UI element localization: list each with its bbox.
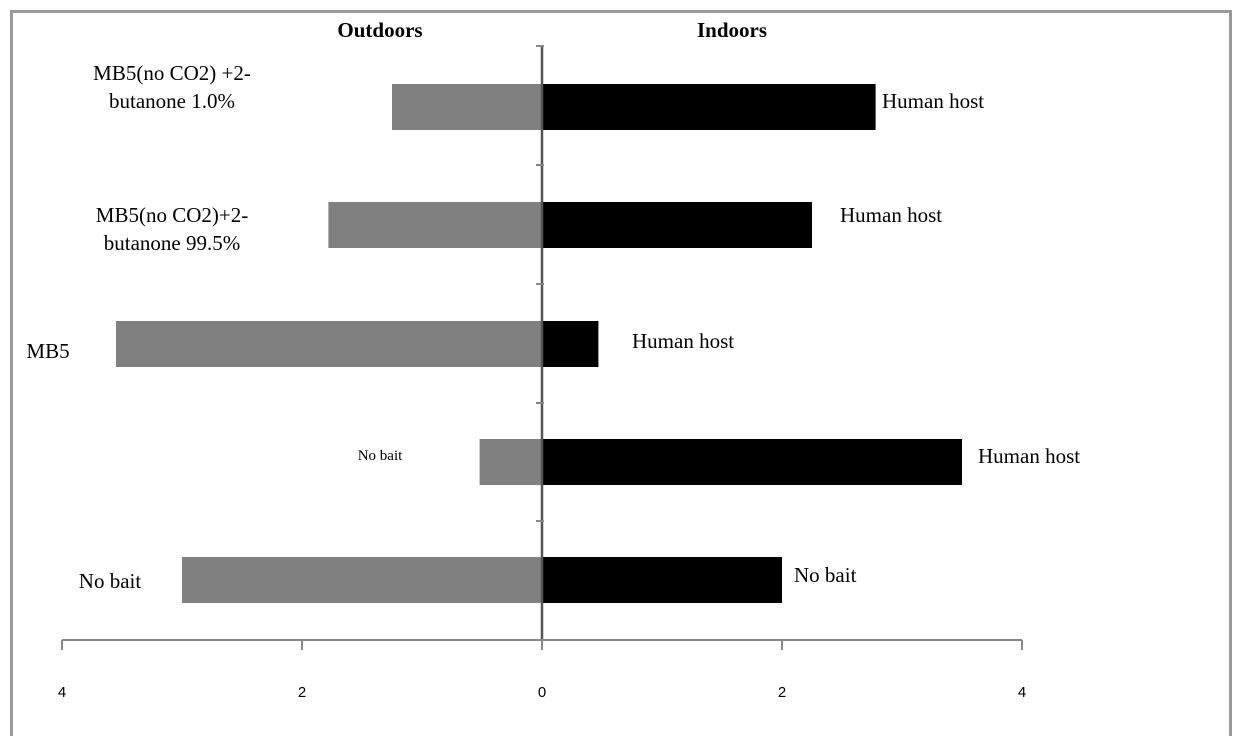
category-label-1-line-1: MB5(no CO2) +2- bbox=[93, 61, 251, 85]
category-label-5: No bait bbox=[79, 569, 142, 593]
category-label-4: No bait bbox=[358, 448, 403, 464]
bar-indoors-4 bbox=[542, 439, 962, 485]
category-label-4-line-1: No bait bbox=[358, 448, 403, 464]
category-label-3: MB5 bbox=[26, 339, 69, 363]
bar-indoors-2 bbox=[542, 202, 812, 248]
header-outdoors: Outdoors bbox=[337, 18, 422, 42]
x-tick-label-3: 0 bbox=[538, 684, 546, 701]
bar-outdoors-4 bbox=[479, 439, 542, 485]
category-label-3-line-1: MB5 bbox=[26, 339, 69, 363]
category-label-2: MB5(no CO2)+2- butanone 99.5% bbox=[96, 203, 248, 255]
header-indoors: Indoors bbox=[697, 18, 767, 42]
x-tick-label-5: 4 bbox=[1018, 684, 1026, 701]
x-tick-label-1: 4 bbox=[58, 684, 66, 701]
category-label-5-line-1: No bait bbox=[79, 569, 142, 593]
annotation-indoors-4: Human host bbox=[978, 444, 1080, 468]
annotation-indoors-5: No bait bbox=[794, 563, 857, 587]
x-tick-label-2: 2 bbox=[298, 684, 306, 701]
annotation-indoors-1: Human host bbox=[882, 89, 984, 113]
bar-indoors-1 bbox=[542, 84, 876, 130]
category-label-1: MB5(no CO2) +2- butanone 1.0% bbox=[93, 61, 251, 113]
bar-outdoors-2 bbox=[328, 202, 542, 248]
category-label-1-line-2: butanone 1.0% bbox=[109, 89, 235, 113]
category-label-2-line-2: butanone 99.5% bbox=[104, 231, 240, 255]
annotation-indoors-3: Human host bbox=[632, 329, 734, 353]
chart-frame bbox=[10, 10, 1232, 736]
bar-indoors-5 bbox=[542, 557, 782, 603]
bar-outdoors-1 bbox=[392, 84, 542, 130]
bar-outdoors-3 bbox=[116, 321, 542, 367]
bar-outdoors-5 bbox=[182, 557, 542, 603]
bar-indoors-3 bbox=[542, 321, 599, 367]
annotation-indoors-2: Human host bbox=[840, 203, 942, 227]
category-label-2-line-1: MB5(no CO2)+2- bbox=[96, 203, 248, 227]
x-tick-label-4: 2 bbox=[778, 684, 786, 701]
